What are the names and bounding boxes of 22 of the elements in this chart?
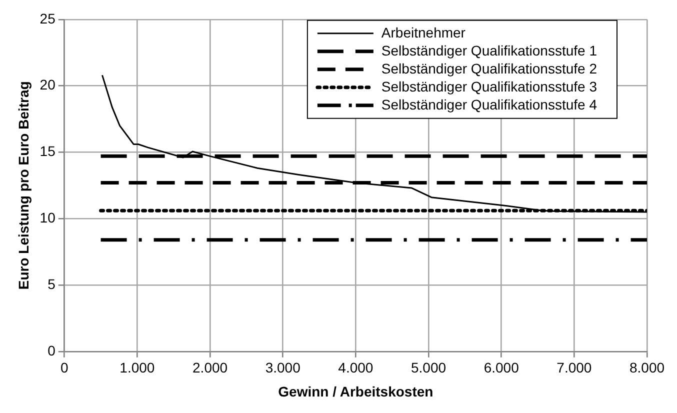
- legend-label: Selbständiger Qualifikationsstufe 2: [381, 60, 598, 76]
- legend-label: Selbständiger Qualifikationsstufe 3: [381, 78, 598, 94]
- y-tick-label: 10: [40, 209, 56, 226]
- y-tick-label: 15: [40, 143, 56, 160]
- x-tick-label: 7.000: [556, 360, 592, 376]
- y-axis-title: Euro Leistung pro Euro Beitrag: [15, 81, 32, 290]
- y-tick-label: 5: [48, 276, 56, 292]
- legend-label: Arbeitnehmer: [381, 24, 466, 40]
- x-tick-label: 1.000: [120, 360, 155, 376]
- x-tick-label: 5.000: [410, 360, 446, 376]
- x-tick-label: 2.000: [192, 360, 228, 376]
- x-tick-label: 3.000: [265, 360, 301, 376]
- legend-label: Selbständiger Qualifikationsstufe 1: [381, 42, 598, 58]
- x-axis-title: Gewinn / Arbeitskosten: [278, 383, 434, 400]
- y-tick-label: 20: [40, 76, 56, 93]
- x-tick-label: 0: [60, 360, 68, 376]
- x-tick-label: 4.000: [338, 360, 374, 376]
- y-tick-label: 0: [48, 342, 56, 358]
- x-tick-label: 8.000: [629, 360, 665, 376]
- y-tick-label: 25: [40, 10, 56, 26]
- legend-label: Selbständiger Qualifikationsstufe 4: [381, 96, 598, 112]
- x-tick-label: 6.000: [484, 360, 520, 376]
